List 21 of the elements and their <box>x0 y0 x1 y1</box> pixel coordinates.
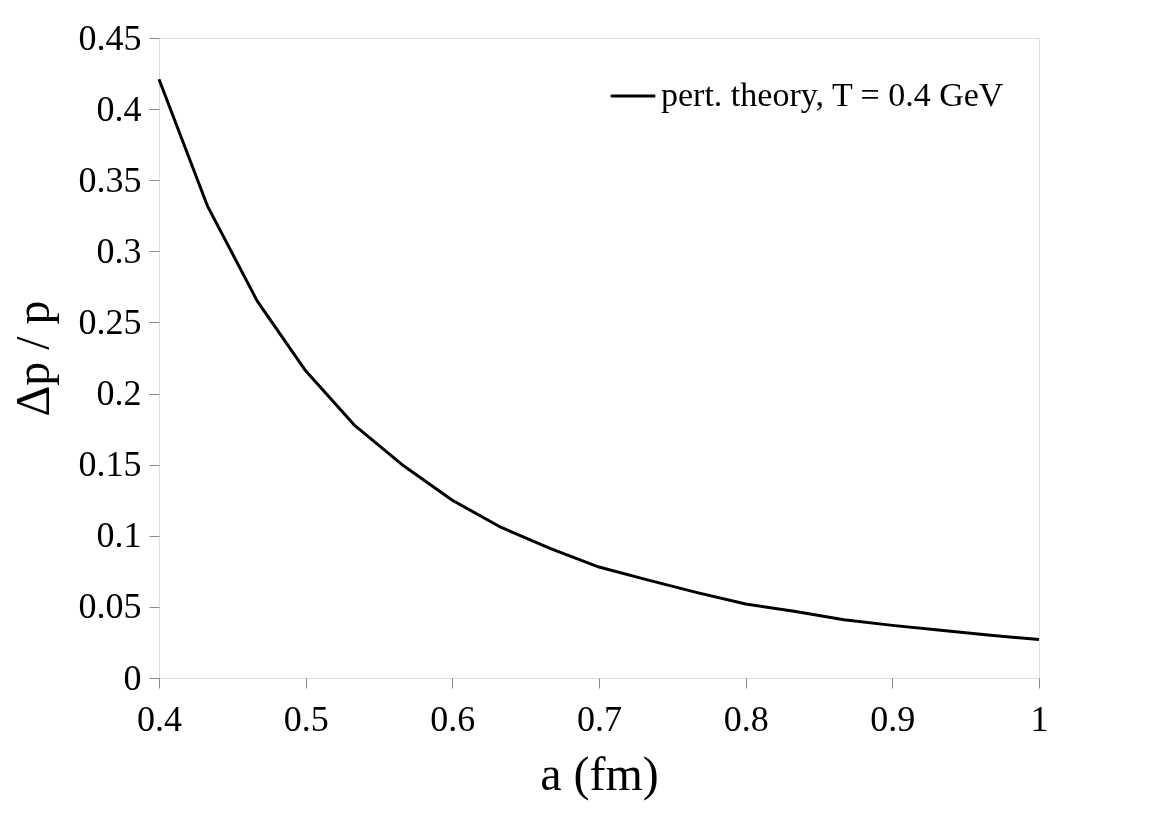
x-tick-label: 0.4 <box>137 698 182 739</box>
y-tick-label: 0.05 <box>78 586 142 627</box>
x-tick-label: 0.7 <box>577 698 622 739</box>
y-tick-label: 0.45 <box>78 17 142 58</box>
x-tick-label: 0.8 <box>723 698 769 739</box>
y-tick-label: 0.15 <box>78 444 142 485</box>
y-tick-label: 0.4 <box>96 88 142 129</box>
x-axis-title: a (fm) <box>540 746 659 801</box>
x-tick-label: 0.6 <box>430 698 476 739</box>
x-tick-label: 0.9 <box>870 698 916 739</box>
y-tick-label: 0.2 <box>96 373 142 414</box>
line-series <box>157 77 1041 642</box>
y-tick-label: 0 <box>123 657 142 698</box>
legend-label: pert. theory, T = 0.4 GeV <box>661 76 1004 113</box>
x-tick-label: 1 <box>1030 698 1049 739</box>
y-axis-title: Δp / p <box>5 300 59 417</box>
y-tick-label: 0.25 <box>78 301 142 342</box>
y-tick-label: 0.1 <box>96 515 142 556</box>
y-tick-label: 0.3 <box>96 230 142 271</box>
y-tick-label: 0.35 <box>78 159 142 200</box>
x-tick-label: 0.5 <box>283 698 329 739</box>
